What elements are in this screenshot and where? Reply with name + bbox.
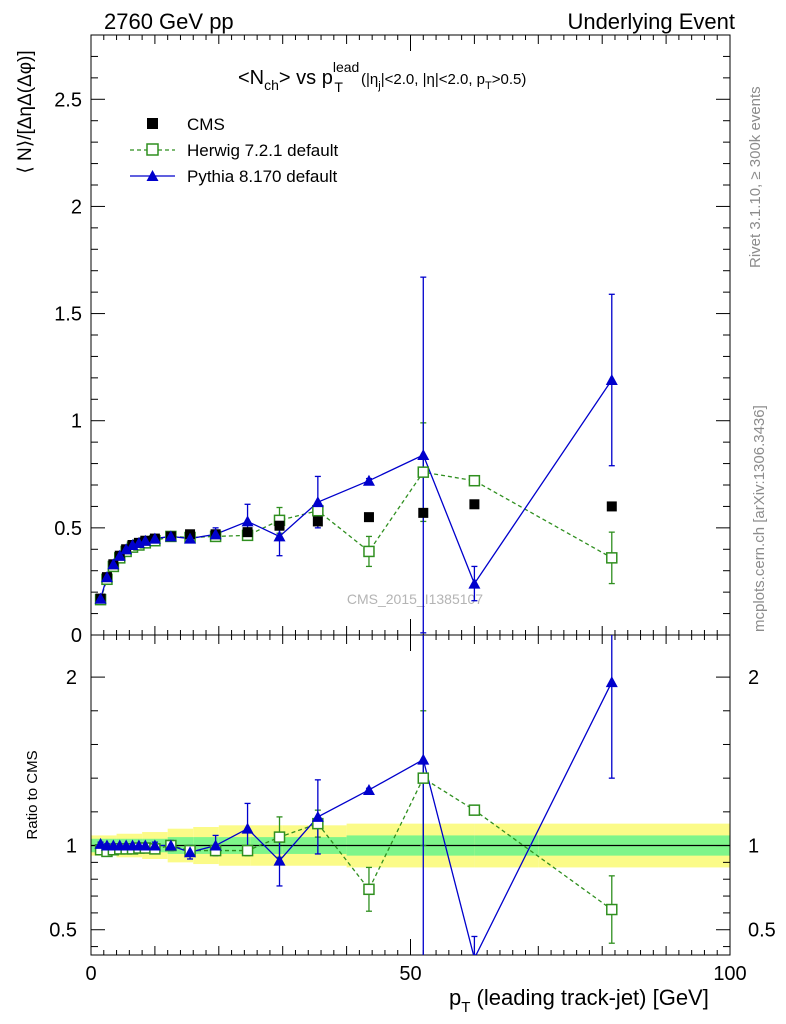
herwig-point [417, 466, 430, 478]
cms-point [363, 512, 374, 523]
pythia-ratio-point [311, 810, 324, 822]
ratio-y-tick-label: 1 [66, 836, 77, 858]
x-tick-label: 50 [399, 963, 421, 985]
herwig-ratio-point [241, 844, 254, 857]
ratio-plot-data [94, 635, 618, 955]
main-plot-data [94, 276, 618, 634]
legend-marker-herwig [146, 143, 159, 156]
pythia-ratio-point [184, 846, 197, 858]
herwig-ratio-point [606, 903, 618, 916]
main-title: <Nch> vs plead T (|ηj|<2.0, |η|<2.0, pT>0… [238, 59, 526, 95]
herwig-ratio-point [468, 804, 481, 816]
y-tick-label: 2.5 [54, 89, 82, 111]
ratio-y-tick-label-right: 1 [748, 836, 759, 858]
legend-label-pythia: Pythia 8.170 default [187, 167, 338, 186]
pythia-point [148, 532, 161, 544]
cms-point [312, 516, 323, 527]
pythia-ratio-point [605, 676, 618, 688]
pythia-ratio-point [241, 822, 254, 834]
pythia-point [94, 592, 107, 604]
pythia-point [209, 528, 222, 540]
x-tick-label: 0 [85, 963, 96, 985]
pythia-point [100, 571, 113, 583]
pythia-point [417, 449, 430, 460]
pythia-point [164, 530, 177, 542]
ratio-plot-frame [90, 634, 731, 956]
ratio-y-tick-label-right: 2 [748, 667, 759, 689]
cms-point [274, 520, 285, 531]
herwig-point [468, 474, 481, 487]
pythia-ratio-point [209, 839, 222, 851]
y-tick-label: 1 [71, 411, 82, 433]
y-tick-label: 0.5 [54, 518, 82, 540]
pythia-point [107, 558, 120, 570]
pythia-ratio-point [472, 952, 476, 955]
legend-marker-pythia [146, 170, 159, 181]
cms-point [242, 527, 253, 538]
x-tick-label: 100 [713, 963, 746, 985]
pythia-point [120, 543, 133, 555]
pythia-point [362, 474, 375, 486]
pythia-point [184, 532, 197, 544]
main-y-axis-label: ⟨ N⟩/[ΔηΔ(Δφ)] [15, 50, 36, 173]
pythia-point [113, 549, 126, 561]
pythia-point [139, 534, 152, 546]
cms-point [606, 501, 617, 512]
herwig-ratio-point [417, 772, 430, 784]
pythia-ratio-point [139, 839, 152, 851]
ratio-y-axis-label: Ratio to CMS [24, 750, 41, 839]
ratio-y-tick-label: 0.5 [49, 920, 77, 942]
pythia-ratio-point [417, 753, 430, 765]
x-axis-label: pT (leading track-jet) [GeV] [449, 985, 709, 1016]
y-tick-label: 1.5 [54, 304, 82, 326]
herwig-point [312, 504, 324, 517]
herwig-ratio-point [273, 831, 286, 843]
ratio-y-tick-label: 2 [66, 667, 77, 689]
pythia-point [468, 577, 481, 589]
pythia-ratio-point [362, 783, 375, 795]
header-right: Underlying Event [567, 9, 735, 34]
header-left: 2760 GeV pp [104, 9, 234, 34]
pythia-point [241, 515, 254, 527]
legend-label-herwig: Herwig 7.2.1 default [187, 141, 338, 160]
mcplots-label: mcplots.cern.ch [arXiv:1306.3436] [751, 405, 768, 632]
analysis-watermark: CMS_2015_I1385107 [347, 591, 483, 607]
cms-point [418, 507, 429, 518]
legend-label-cms: CMS [187, 115, 225, 134]
herwig-ratio-point [363, 883, 375, 896]
pythia-ratio-point [164, 839, 177, 851]
y-tick-label: 0 [71, 625, 82, 647]
y-tick-label: 2 [71, 196, 82, 218]
herwig-point [363, 545, 375, 558]
pythia-ratio-line [100, 681, 613, 955]
cms-point [469, 499, 480, 510]
legend: CMS Herwig 7.2.1 default Pythia 8.170 de… [130, 115, 338, 186]
herwig-line [99, 471, 613, 600]
pythia-ratio-point [148, 839, 161, 851]
ratio-y-tick-label-right: 0.5 [748, 920, 776, 942]
pythia-point [311, 496, 324, 508]
pythia-point [605, 374, 618, 385]
pythia-point [273, 530, 286, 542]
rivet-label: Rivet 3.1.10, ≥ 300k events [747, 86, 764, 268]
pythia-ratio-point [273, 854, 286, 866]
pythia-line [99, 379, 613, 599]
herwig-point [606, 552, 618, 564]
legend-marker-cms [147, 118, 158, 129]
